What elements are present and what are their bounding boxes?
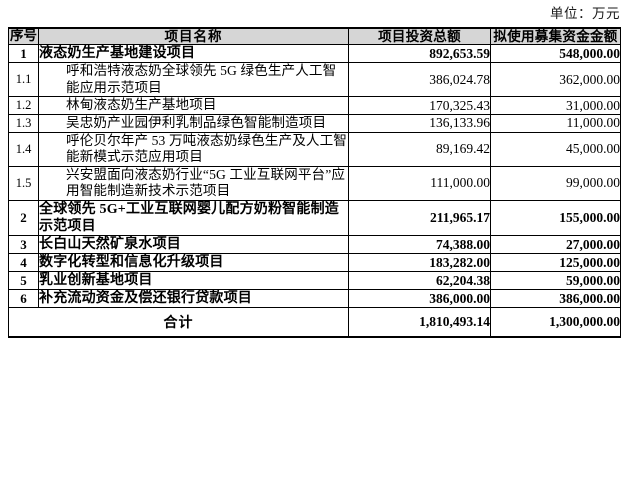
- row-total-investment: 136,133.96: [348, 113, 491, 133]
- row-project-name: 吴忠奶产业园伊利乳制品绿色智能制造项目: [38, 113, 349, 133]
- investment-table-container: 序号 项目名称 项目投资总额 拟使用募集资金金额 1 液态奶生产基地建设项目 8…: [8, 27, 621, 339]
- investment-projects-table: 序号 项目名称 项目投资总额 拟使用募集资金金额 1 液态奶生产基地建设项目 8…: [8, 27, 621, 339]
- row-index: 4: [8, 253, 39, 273]
- row-index: 1.4: [8, 131, 39, 167]
- row-project-name: 数字化转型和信息化升级项目: [38, 253, 349, 273]
- row-raised-funds: 27,000.00: [490, 234, 621, 255]
- row-raised-funds: 45,000.00: [490, 131, 621, 167]
- row-index: 1.2: [8, 96, 39, 115]
- row-total-investment: 62,204.38: [348, 271, 491, 291]
- row-project-name: 补充流动资金及偿还银行贷款项目: [38, 289, 349, 309]
- row-index: 1.3: [8, 113, 39, 133]
- total-investment-sum: 1,810,493.14: [348, 307, 491, 338]
- row-total-investment: 211,965.17: [348, 199, 491, 236]
- row-total-investment: 386,000.00: [348, 289, 491, 309]
- table-header-row: 序号 项目名称 项目投资总额 拟使用募集资金金额: [8, 27, 621, 46]
- row-raised-funds: 155,000.00: [490, 199, 621, 236]
- column-header-index: 序号: [8, 27, 39, 46]
- row-raised-funds: 31,000.00: [490, 96, 621, 115]
- row-total-investment: 170,325.43: [348, 96, 491, 115]
- row-total-investment: 892,653.59: [348, 44, 491, 64]
- column-header-project-name: 项目名称: [38, 27, 349, 46]
- row-index: 5: [8, 271, 39, 291]
- unit-note: 单位：万元: [550, 6, 620, 21]
- table-row: 1.2 林甸液态奶生产基地项目 170,325.43 31,000.00: [8, 96, 621, 115]
- row-project-name: 呼和浩特液态奶全球领先 5G 绿色生产人工智能应用示范项目: [38, 62, 349, 98]
- column-header-total-investment: 项目投资总额: [348, 27, 491, 46]
- total-raised-funds-sum: 1,300,000.00: [490, 307, 621, 338]
- table-row: 1.5 兴安盟面向液态奶行业“5G 工业互联网平台”应用智能制造新技术示范项目 …: [8, 165, 621, 201]
- row-raised-funds: 59,000.00: [490, 271, 621, 291]
- table-row: 1.1 呼和浩特液态奶全球领先 5G 绿色生产人工智能应用示范项目 386,02…: [8, 62, 621, 98]
- column-header-raised-funds: 拟使用募集资金金额: [490, 27, 621, 46]
- row-raised-funds: 125,000.00: [490, 253, 621, 273]
- row-total-investment: 89,169.42: [348, 131, 491, 167]
- table-row: 1 液态奶生产基地建设项目 892,653.59 548,000.00: [8, 44, 621, 64]
- row-total-investment: 74,388.00: [348, 234, 491, 255]
- table-header: 序号 项目名称 项目投资总额 拟使用募集资金金额: [8, 27, 621, 46]
- row-index: 1.1: [8, 62, 39, 98]
- row-project-name: 乳业创新基地项目: [38, 271, 349, 291]
- table-row: 3 长白山天然矿泉水项目 74,388.00 27,000.00: [8, 234, 621, 255]
- table-total-row: 合计 1,810,493.14 1,300,000.00: [8, 307, 621, 338]
- row-project-name: 液态奶生产基地建设项目: [38, 44, 349, 64]
- table-body: 1 液态奶生产基地建设项目 892,653.59 548,000.00 1.1 …: [8, 44, 621, 338]
- row-project-name: 林甸液态奶生产基地项目: [38, 96, 349, 115]
- table-row: 4 数字化转型和信息化升级项目 183,282.00 125,000.00: [8, 253, 621, 273]
- total-label: 合计: [8, 307, 349, 338]
- row-project-name: 长白山天然矿泉水项目: [38, 234, 349, 255]
- table-row: 2 全球领先 5G+工业互联网婴儿配方奶粉智能制造示范项目 211,965.17…: [8, 199, 621, 236]
- row-raised-funds: 548,000.00: [490, 44, 621, 64]
- table-row: 5 乳业创新基地项目 62,204.38 59,000.00: [8, 271, 621, 291]
- row-index: 1.5: [8, 165, 39, 201]
- row-project-name: 全球领先 5G+工业互联网婴儿配方奶粉智能制造示范项目: [38, 199, 349, 236]
- row-raised-funds: 11,000.00: [490, 113, 621, 133]
- table-row: 1.4 呼伦贝尔年产 53 万吨液态奶绿色生产及人工智能新模式示范应用项目 89…: [8, 131, 621, 167]
- row-project-name: 兴安盟面向液态奶行业“5G 工业互联网平台”应用智能制造新技术示范项目: [38, 165, 349, 201]
- row-index: 3: [8, 234, 39, 255]
- table-row: 6 补充流动资金及偿还银行贷款项目 386,000.00 386,000.00: [8, 289, 621, 309]
- row-index: 2: [8, 199, 39, 236]
- row-total-investment: 386,024.78: [348, 62, 491, 98]
- row-total-investment: 111,000.00: [348, 165, 491, 201]
- row-raised-funds: 386,000.00: [490, 289, 621, 309]
- row-raised-funds: 362,000.00: [490, 62, 621, 98]
- row-index: 1: [8, 44, 39, 64]
- row-project-name: 呼伦贝尔年产 53 万吨液态奶绿色生产及人工智能新模式示范应用项目: [38, 131, 349, 167]
- table-row: 1.3 吴忠奶产业园伊利乳制品绿色智能制造项目 136,133.96 11,00…: [8, 113, 621, 133]
- row-raised-funds: 99,000.00: [490, 165, 621, 201]
- row-total-investment: 183,282.00: [348, 253, 491, 273]
- row-index: 6: [8, 289, 39, 309]
